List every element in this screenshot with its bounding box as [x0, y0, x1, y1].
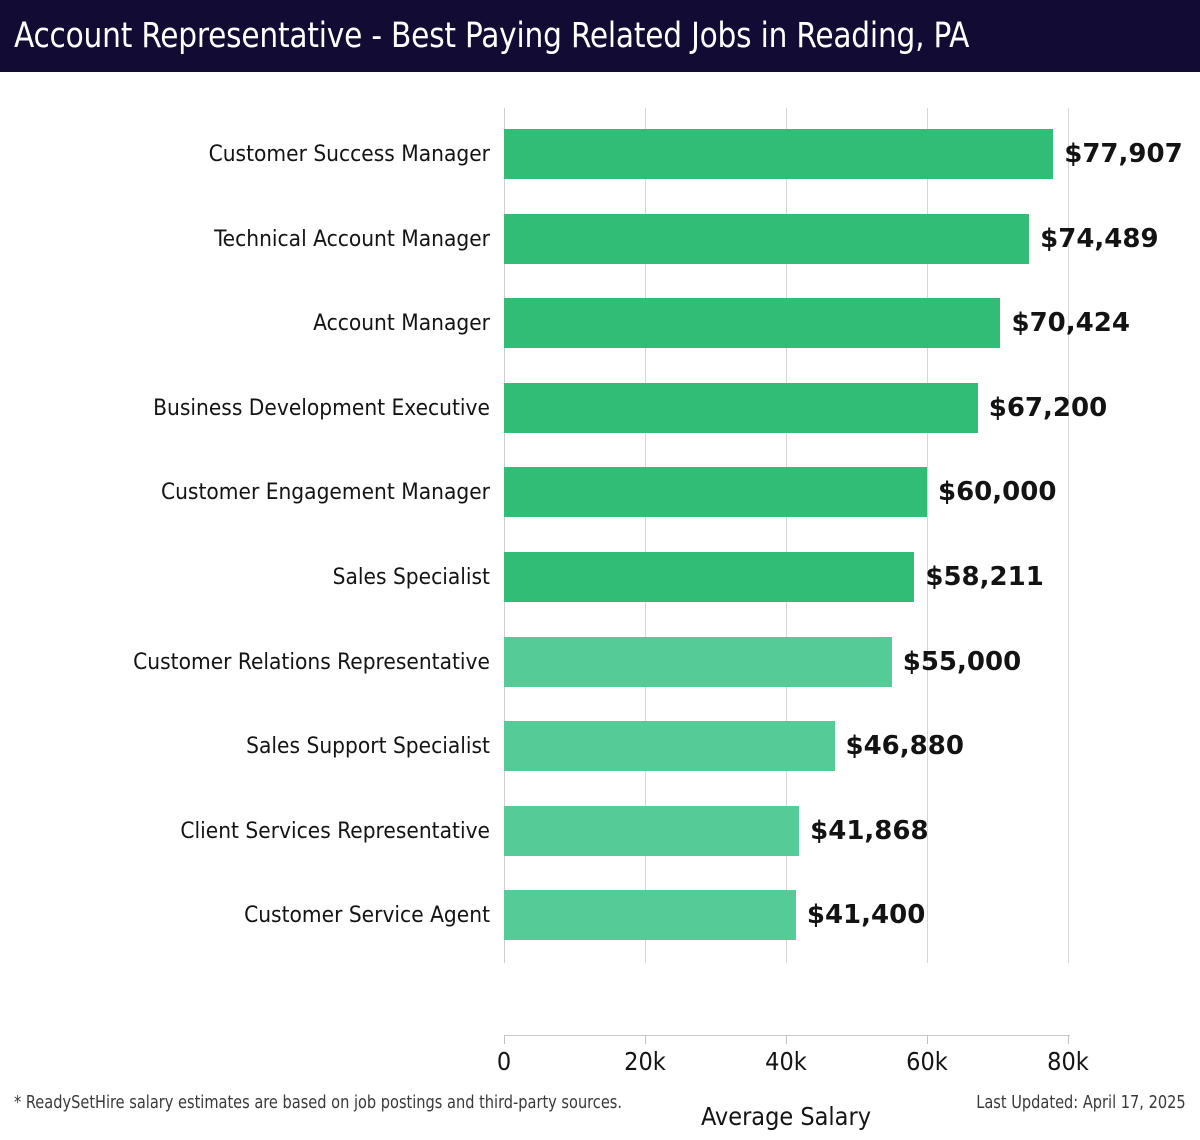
bar[interactable] [504, 552, 915, 602]
bar-row[interactable]: $58,211 [504, 531, 1068, 616]
gridline-60000 [927, 108, 928, 963]
bar-row[interactable]: $70,424 [504, 277, 1130, 362]
category-label-row: Business Development Executive [0, 362, 490, 447]
category-label: Customer Relations Representative [133, 648, 490, 675]
gridline-20000 [645, 108, 646, 963]
category-label: Customer Success Manager [208, 141, 490, 167]
plot-area: $77,907 $74,489 $70,424 $67,200 $60,000 $58,2… [504, 108, 1183, 963]
category-label-row: Customer Engagement Manager [0, 446, 490, 531]
footer-last-updated: Last Updated: April 17, 2025 [976, 1092, 1186, 1113]
category-label-row: Sales Support Specialist [0, 700, 490, 785]
bar-value-label: $70,424 [1011, 308, 1130, 339]
gridline-40000 [786, 108, 787, 963]
category-label-row: Account Manager [0, 277, 490, 362]
page-title: Account Representative - Best Paying Rel… [14, 16, 970, 56]
chart-title-bar: Account Representative - Best Paying Rel… [0, 0, 1200, 72]
bar[interactable] [504, 129, 1054, 179]
x-tick-label: 40k [765, 1047, 807, 1076]
category-label-row: Customer Success Manager [0, 108, 490, 193]
category-label: Technical Account Manager [214, 225, 490, 252]
bar-value-label: $60,000 [938, 477, 1057, 508]
x-tick-label: 0 [496, 1047, 512, 1076]
category-label: Client Services Representative [180, 817, 490, 844]
x-tick-label: 60k [906, 1047, 948, 1076]
bar-row[interactable]: $55,000 [504, 616, 1068, 701]
category-label-row: Customer Relations Representative [0, 616, 490, 701]
x-tick-mark [645, 1035, 646, 1044]
bar[interactable] [504, 721, 835, 772]
category-label-row: Sales Specialist [0, 531, 490, 616]
x-tick-mark [786, 1035, 787, 1044]
x-tick-mark [504, 1035, 505, 1044]
bar[interactable] [504, 382, 978, 433]
bar-value-label: $41,400 [806, 900, 926, 931]
bar-value-label: $46,880 [845, 731, 964, 762]
bar[interactable] [504, 890, 796, 941]
category-label-row: Client Services Representative [0, 785, 490, 870]
bar-value-label: $77,907 [1064, 139, 1183, 169]
bar-value-label: $67,200 [988, 392, 1108, 423]
x-axis-title: Average Salary [701, 1102, 871, 1131]
bar-row[interactable]: $74,489 [504, 193, 1159, 278]
bar-row[interactable]: $60,000 [504, 446, 1068, 531]
category-label: Business Development Executive [153, 394, 490, 421]
category-label: Customer Service Agent [244, 902, 490, 929]
category-label-row: Technical Account Manager [0, 193, 490, 278]
chart-footer: * ReadySetHire salary estimates are base… [0, 1092, 1200, 1140]
bar-row[interactable]: $46,880 [504, 700, 1068, 785]
gridline-0 [504, 108, 505, 963]
bar-chart: $77,907 $74,489 $70,424 $67,200 $60,000 $58,2… [0, 72, 1200, 1131]
x-axis-line [504, 1035, 1070, 1036]
category-label: Sales Support Specialist [246, 733, 490, 760]
bar-row[interactable]: $77,907 [504, 108, 1183, 193]
category-label: Account Manager [313, 310, 490, 337]
bar-row[interactable]: $41,400 [504, 869, 1068, 954]
category-label-row: Customer Service Agent [0, 869, 490, 954]
bar[interactable] [504, 636, 892, 687]
x-tick-label: 20k [624, 1047, 666, 1076]
x-tick-mark [1068, 1035, 1069, 1044]
bar[interactable] [504, 213, 1030, 264]
bar-row[interactable]: $67,200 [504, 362, 1107, 447]
bar[interactable] [504, 298, 1001, 349]
bar-value-label: $41,868 [810, 815, 929, 846]
bar[interactable] [504, 805, 800, 856]
gridline-80000 [1068, 108, 1069, 963]
bar[interactable] [504, 467, 927, 518]
bar-value-label: $74,489 [1040, 223, 1159, 254]
x-tick-mark [927, 1035, 928, 1044]
footer-note: * ReadySetHire salary estimates are base… [14, 1092, 623, 1113]
x-tick-label: 80k [1047, 1047, 1089, 1076]
bar-value-label: $58,211 [925, 562, 1044, 592]
category-label: Sales Specialist [332, 564, 490, 590]
bar-value-label: $55,000 [902, 646, 1022, 677]
category-label: Customer Engagement Manager [160, 479, 490, 506]
bar-row[interactable]: $41,868 [504, 785, 1068, 870]
